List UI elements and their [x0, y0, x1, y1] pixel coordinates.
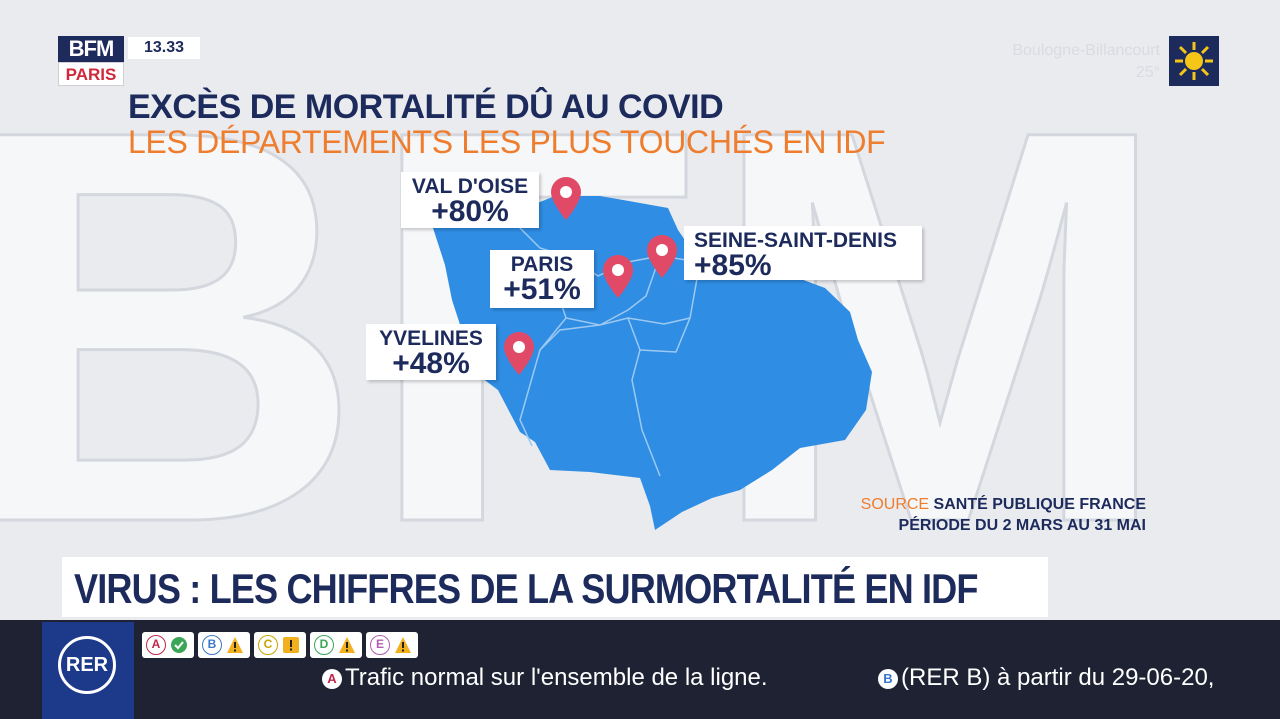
region-value: +51% — [503, 273, 581, 306]
map-subtitle: LES DÉPARTEMENTS LES PLUS TOUCHÉS EN IDF — [128, 124, 886, 160]
region-name: YVELINES — [379, 327, 483, 350]
line-letter: B — [202, 635, 222, 655]
warning-icon — [339, 637, 355, 653]
ticker-message-b: B (RER B) à partir du 29-06-20, — [878, 664, 1214, 692]
region-name: VAL D'OISE — [411, 175, 529, 198]
rer-block: RER — [42, 622, 134, 719]
warning-icon — [227, 637, 243, 653]
source-key: SOURCE — [860, 496, 930, 513]
logo-bottom-text: PARIS — [58, 62, 124, 86]
check-icon — [171, 637, 187, 653]
source-value: SANTÉ PUBLIQUE FRANCE — [933, 496, 1146, 513]
map-title: EXCÈS DE MORTALITÉ DÛ AU COVID — [128, 88, 724, 126]
region-name: PARIS — [510, 253, 574, 276]
line-letter: D — [314, 635, 334, 655]
source-period: PÉRIODE DU 2 MARS AU 31 MAI — [898, 517, 1146, 534]
ticker-text: (RER B) à partir du 29-06-20, — [901, 664, 1215, 691]
label-val-doise: VAL D'OISE +80% — [401, 172, 539, 228]
line-a-status: A — [142, 632, 194, 658]
alert-icon — [283, 637, 299, 653]
region-name: SEINE-SAINT-DENIS — [694, 229, 898, 252]
region-value: +80% — [431, 195, 509, 228]
clock: 13.33 — [128, 37, 200, 59]
logo-top-text: BFM — [58, 36, 124, 62]
source-note: SOURCE SANTÉ PUBLIQUE FRANCE PÉRIODE DU … — [861, 494, 1146, 536]
ticker-text: Trafic normal sur l'ensemble de la ligne… — [345, 664, 768, 691]
region-value: +48% — [392, 347, 470, 380]
sun-icon — [1169, 36, 1219, 86]
line-d-status: D — [310, 632, 362, 658]
region-value: +85% — [694, 249, 772, 282]
headline-bar: VIRUS : LES CHIFFRES DE LA SURMORTALITÉ … — [62, 557, 1048, 617]
weather-temp: 25° — [1135, 64, 1160, 81]
warning-icon — [395, 637, 411, 653]
line-letter: A — [146, 635, 166, 655]
line-badge: A — [322, 669, 342, 689]
line-badge: B — [878, 669, 898, 689]
label-yvelines: YVELINES +48% — [366, 324, 496, 380]
headline-text: VIRUS : LES CHIFFRES DE LA SURMORTALITÉ … — [74, 565, 978, 612]
line-b-status: B — [198, 632, 250, 658]
ticker-message-a: A Trafic normal sur l'ensemble de la lign… — [322, 664, 768, 692]
weather-info: Boulogne-Billancourt 25° — [1012, 40, 1160, 84]
line-e-status: E — [366, 632, 418, 658]
label-paris: PARIS +51% — [490, 250, 594, 308]
line-c-status: C — [254, 632, 306, 658]
line-letter: E — [370, 635, 390, 655]
channel-logo: BFM PARIS — [58, 36, 124, 88]
label-seine-saint-denis: SEINE-SAINT-DENIS +85% — [684, 226, 922, 282]
line-letter: C — [258, 635, 278, 655]
idf-map — [433, 196, 872, 530]
weather-city: Boulogne-Billancourt — [1012, 42, 1160, 59]
rer-logo: RER — [58, 636, 116, 694]
